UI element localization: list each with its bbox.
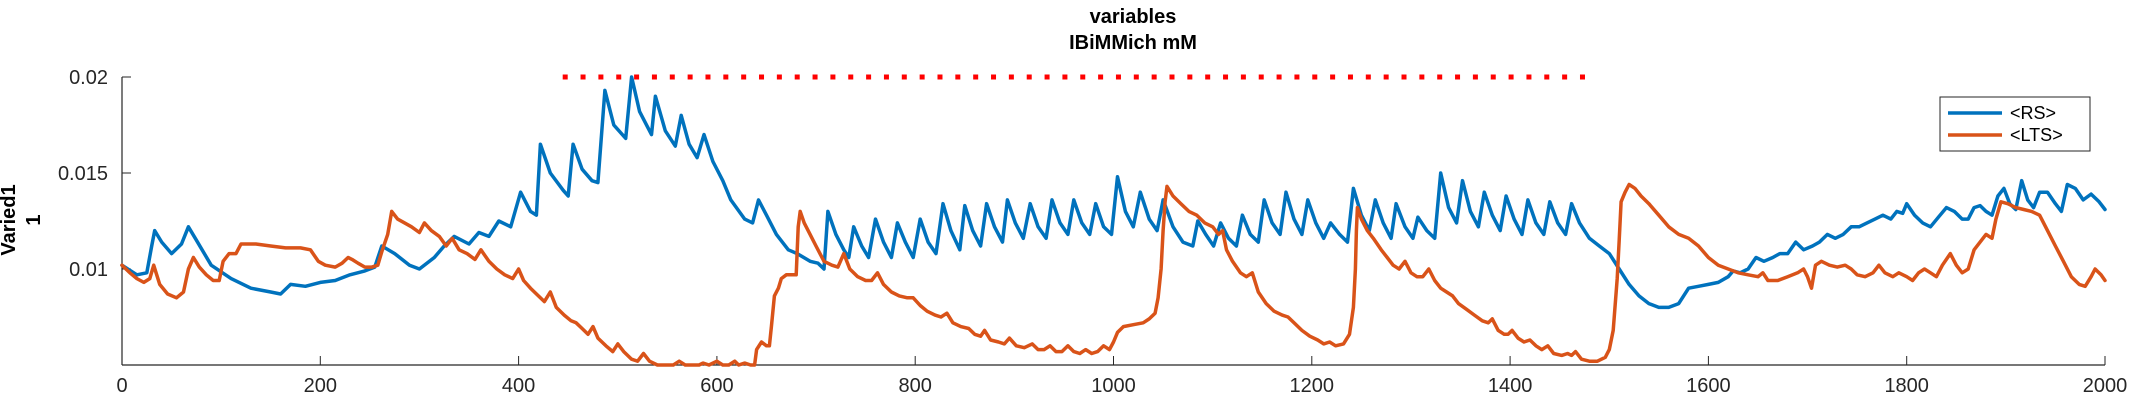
x-tick-label: 800: [899, 375, 932, 397]
stimulus-marker: [1383, 74, 1389, 80]
stimulus-marker: [562, 74, 568, 80]
x-tick-label: 1600: [1686, 375, 1731, 397]
stimulus-marker: [883, 74, 889, 80]
stimulus-marker: [1455, 74, 1461, 80]
axes: 0 200 400 600 800 1000 1200 1400 1600 1800 2000 0.0…: [58, 67, 2127, 397]
stimulus-marker: [1008, 74, 1014, 80]
stimulus-marker: [812, 74, 818, 80]
x-tick-label: 1200: [1290, 375, 1335, 397]
stimulus-marker: [794, 74, 800, 80]
stimulus-marker: [1115, 74, 1121, 80]
stimulus-marker: [616, 74, 622, 80]
stimulus-marker: [1151, 74, 1157, 80]
stimulus-marker: [1062, 74, 1068, 80]
stimulus-marker: [1240, 74, 1246, 80]
stimulus-marker: [1223, 74, 1229, 80]
series-lines: [120, 75, 2107, 367]
stimulus-marker: [848, 74, 854, 80]
stimulus-marker: [1401, 74, 1407, 80]
stimulus-marker: [1544, 74, 1550, 80]
stimulus-marker: [1472, 74, 1478, 80]
stimulus-marker: [991, 74, 997, 80]
stimulus-marker: [1133, 74, 1139, 80]
y-tick-label: 0.02: [69, 67, 108, 89]
stimulus-marker: [1562, 74, 1568, 80]
stimulus-marker: [1490, 74, 1496, 80]
stimulus-marker: [919, 74, 925, 80]
x-tick-label: 0: [116, 375, 127, 397]
stimulus-marker: [1419, 74, 1425, 80]
y-tick-label: 0.015: [58, 163, 108, 185]
stimulus-marker: [901, 74, 907, 80]
x-tick-label: 1000: [1091, 375, 1136, 397]
stimulus-marker: [741, 74, 747, 80]
stimulus-marker: [1312, 74, 1318, 80]
stimulus-marker: [1276, 74, 1282, 80]
stimulus-marker: [669, 74, 675, 80]
y-axis-label-line-2: 1: [23, 214, 45, 225]
stimulus-marker: [598, 74, 604, 80]
stimulus-markers: [562, 74, 1585, 80]
stimulus-marker: [1044, 74, 1050, 80]
stimulus-marker: [955, 74, 961, 80]
stimulus-marker: [1205, 74, 1211, 80]
stimulus-marker: [1294, 74, 1300, 80]
legend: <RS><LTS>: [1939, 96, 2091, 152]
x-tick-label: 600: [700, 375, 733, 397]
stimulus-marker: [1026, 74, 1032, 80]
stimulus-marker: [973, 74, 979, 80]
stimulus-marker: [1526, 74, 1532, 80]
stimulus-marker: [1330, 74, 1336, 80]
stimulus-marker: [723, 74, 729, 80]
x-tick-label: 400: [502, 375, 535, 397]
stimulus-marker: [634, 74, 640, 80]
stimulus-marker: [687, 74, 693, 80]
stimulus-marker: [866, 74, 872, 80]
stimulus-marker: [1365, 74, 1371, 80]
stimulus-marker: [1169, 74, 1175, 80]
stimulus-marker: [580, 74, 586, 80]
chart-title: variables: [1090, 6, 1177, 28]
legend-box: [1939, 96, 2091, 152]
stimulus-marker: [1080, 74, 1086, 80]
stimulus-marker: [705, 74, 711, 80]
y-axis-label: Varied1: [0, 184, 20, 255]
stimulus-marker: [1437, 74, 1443, 80]
x-tick-label: 1800: [1884, 375, 1929, 397]
stimulus-marker: [830, 74, 836, 80]
y-tick-label: 0.01: [69, 259, 108, 281]
legend-entry: <LTS>: [2010, 125, 2063, 145]
stimulus-marker: [1579, 74, 1585, 80]
series-line: [120, 75, 2107, 310]
stimulus-marker: [1347, 74, 1353, 80]
stimulus-marker: [651, 74, 657, 80]
x-tick-label: 2000: [2083, 375, 2128, 397]
legend-entry: <RS>: [2010, 103, 2056, 123]
chart-subtitle: IBiMMich mM: [1069, 32, 1197, 54]
stimulus-marker: [759, 74, 765, 80]
stimulus-marker: [1508, 74, 1514, 80]
series-line: [120, 182, 2107, 367]
stimulus-marker: [776, 74, 782, 80]
stimulus-marker: [1187, 74, 1193, 80]
stimulus-marker: [937, 74, 943, 80]
stimulus-marker: [1098, 74, 1104, 80]
x-tick-label: 1400: [1488, 375, 1533, 397]
x-tick-label: 200: [304, 375, 337, 397]
stimulus-marker: [1258, 74, 1264, 80]
